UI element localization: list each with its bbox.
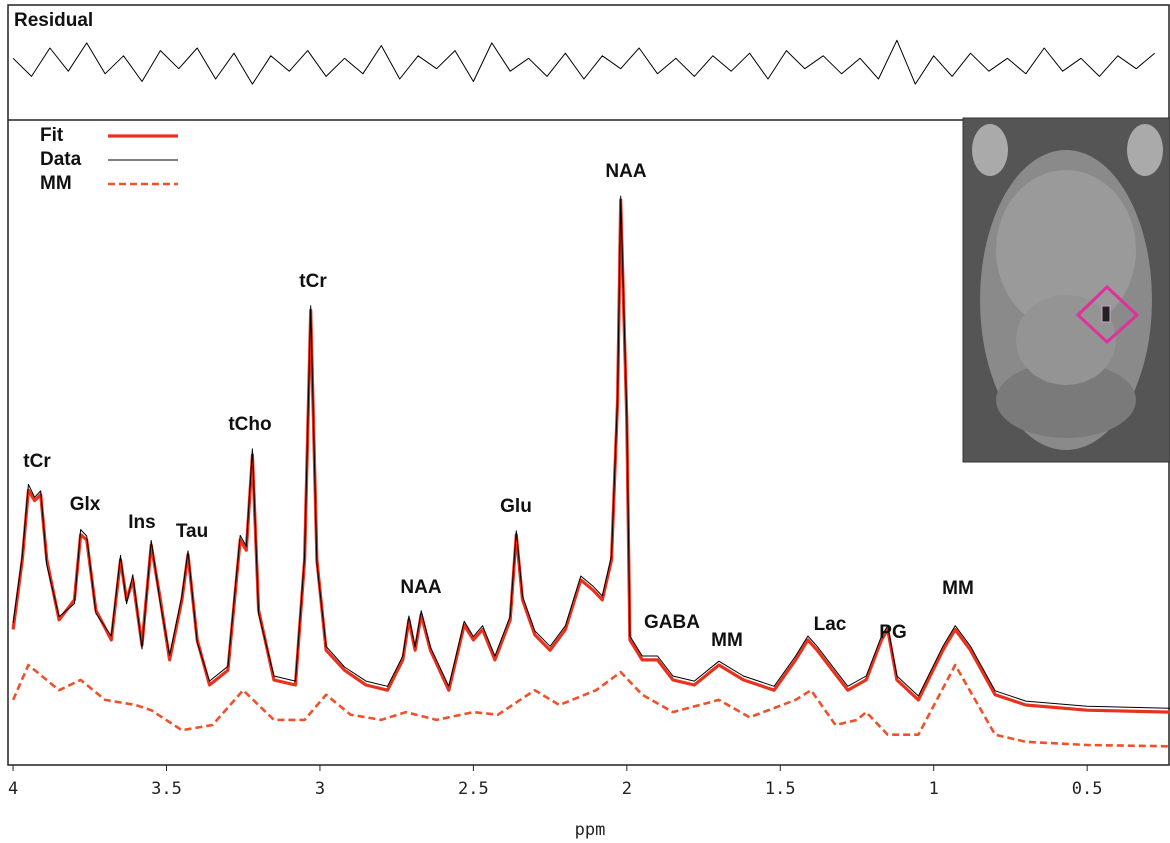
series-line xyxy=(11,198,1170,714)
x-tick-label: 2.5 xyxy=(458,779,489,799)
peak-label: Glx xyxy=(70,494,101,515)
peak-label: NAA xyxy=(605,161,646,182)
x-tick-label: 0.5 xyxy=(1072,779,1103,799)
peak-label: tCr xyxy=(299,271,327,292)
peak-label: tCho xyxy=(228,414,271,435)
x-tick-label: 4 xyxy=(8,779,18,799)
residual-title: Residual xyxy=(14,10,93,31)
inset-image xyxy=(962,117,1170,463)
series-line xyxy=(12,195,1170,709)
x-tick-label: 1 xyxy=(929,779,939,799)
legend-label: Fit xyxy=(40,125,64,146)
peak-label: GABA xyxy=(644,612,700,633)
peak-label: Glu xyxy=(500,496,532,517)
legend-label: Data xyxy=(40,149,82,170)
x-axis-label: ppm xyxy=(575,820,606,840)
x-tick-label: 1.5 xyxy=(765,779,796,799)
series-line xyxy=(11,663,1170,748)
series-line xyxy=(12,39,1156,85)
peak-label: PG xyxy=(879,622,906,643)
peak-label: Ins xyxy=(128,512,155,533)
x-tick-label: 3 xyxy=(315,779,325,799)
x-tick-label: 2 xyxy=(622,779,632,799)
legend-label: MM xyxy=(40,173,72,194)
peak-label: tCr xyxy=(23,451,51,472)
peak-label: MM xyxy=(942,578,974,599)
peak-label: MM xyxy=(711,630,743,651)
peak-label: NAA xyxy=(400,577,441,598)
peak-label: Lac xyxy=(814,614,847,635)
x-tick-label: 3.5 xyxy=(151,779,182,799)
peak-label: Tau xyxy=(176,521,208,542)
